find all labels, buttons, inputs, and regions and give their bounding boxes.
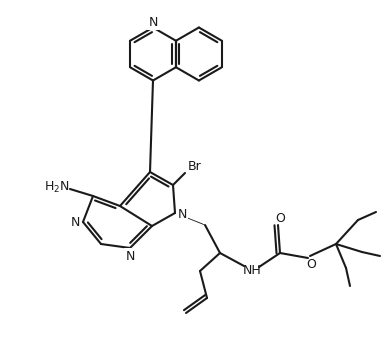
Text: O: O — [275, 211, 285, 225]
Text: NH: NH — [242, 264, 262, 277]
Text: N: N — [177, 208, 187, 220]
Text: N: N — [125, 249, 135, 263]
Text: O: O — [306, 258, 316, 272]
Text: Br: Br — [188, 161, 202, 173]
Polygon shape — [173, 212, 208, 227]
Text: N: N — [148, 16, 158, 29]
Text: N: N — [70, 216, 80, 228]
Text: H$_2$N: H$_2$N — [44, 180, 70, 194]
